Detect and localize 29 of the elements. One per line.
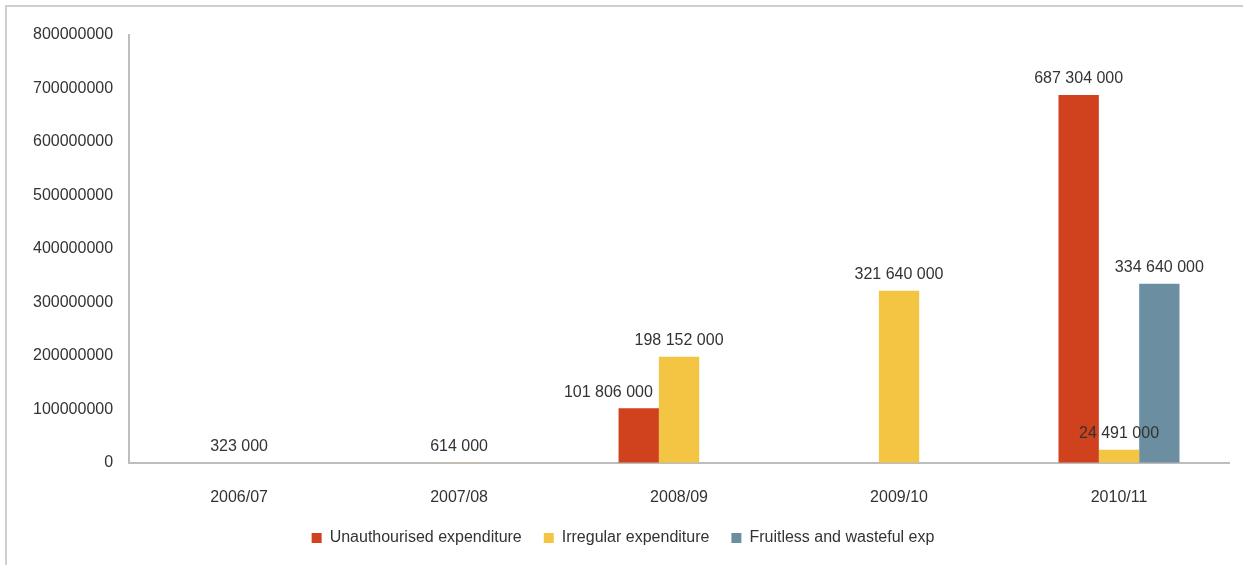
y-tick-label: 200000000 bbox=[32, 346, 114, 364]
y-tick-label: 800000000 bbox=[32, 25, 114, 43]
data-label: 334 640 000 bbox=[1114, 258, 1204, 276]
x-tick-label: 2008/09 bbox=[650, 487, 709, 505]
data-label: 323 000 bbox=[210, 437, 269, 455]
legend-label: Fruitless and wasteful exp bbox=[749, 528, 935, 546]
y-tick-label: 600000000 bbox=[32, 132, 114, 150]
x-tick-label: 2007/08 bbox=[430, 487, 489, 505]
bar bbox=[658, 356, 700, 463]
y-tick-label: 400000000 bbox=[32, 239, 114, 257]
y-tick-label: 500000000 bbox=[32, 185, 114, 203]
bar bbox=[618, 408, 659, 463]
y-tick-label: 0 bbox=[104, 453, 114, 471]
y-tick-label: 100000000 bbox=[32, 399, 114, 417]
data-label: 321 640 000 bbox=[854, 265, 944, 283]
y-tick-label: 300000000 bbox=[32, 292, 114, 310]
x-tick-label: 2006/07 bbox=[210, 487, 269, 505]
data-label: 101 806 000 bbox=[563, 382, 653, 400]
bar bbox=[878, 290, 920, 463]
data-label: 687 304 000 bbox=[1034, 69, 1124, 87]
data-label: 198 152 000 bbox=[634, 331, 724, 349]
x-tick-label: 2010/11 bbox=[1090, 487, 1148, 505]
y-tick-label: 700000000 bbox=[32, 78, 114, 96]
data-label: 614 000 bbox=[430, 436, 489, 454]
legend-label: Irregular expenditure bbox=[561, 528, 710, 546]
x-tick-label: 2009/10 bbox=[870, 487, 929, 505]
bar bbox=[1058, 94, 1099, 463]
legend-label: Unauthourised expenditure bbox=[329, 528, 522, 546]
bar bbox=[1098, 449, 1140, 463]
